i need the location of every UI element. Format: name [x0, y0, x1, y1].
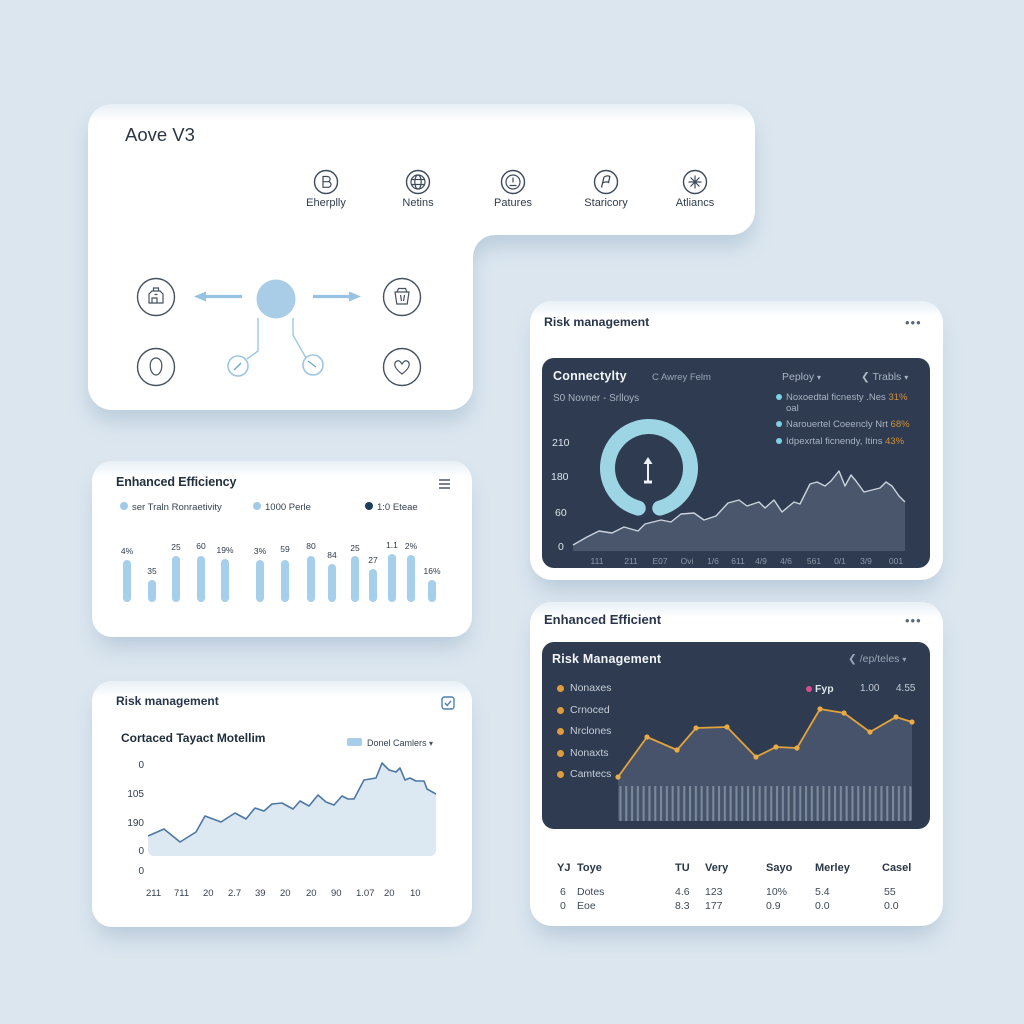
svg-text:59: 59: [280, 544, 290, 554]
svg-text:3%: 3%: [254, 546, 267, 556]
svg-text:0/1: 0/1: [834, 556, 846, 566]
svg-text:80: 80: [306, 541, 316, 551]
svg-text:0: 0: [558, 541, 564, 553]
svg-text:1/6: 1/6: [707, 556, 719, 566]
svg-text:211: 211: [624, 556, 638, 566]
svg-text:4/9: 4/9: [755, 556, 767, 566]
svg-text:60: 60: [196, 541, 206, 551]
svg-text:611: 611: [731, 556, 745, 566]
svg-text:25: 25: [350, 543, 360, 553]
svg-text:4/6: 4/6: [780, 556, 792, 566]
svg-text:27: 27: [368, 555, 378, 565]
svg-text:60: 60: [555, 507, 567, 519]
svg-text:561: 561: [807, 556, 821, 566]
svg-text:3/9: 3/9: [860, 556, 872, 566]
svg-text:4%: 4%: [121, 546, 134, 556]
svg-text:1.1: 1.1: [386, 540, 398, 550]
svg-text:Ovi: Ovi: [681, 556, 694, 566]
svg-text:111: 111: [591, 556, 604, 566]
svg-text:84: 84: [327, 550, 337, 560]
svg-text:35: 35: [147, 566, 157, 576]
svg-text:180: 180: [551, 471, 569, 483]
svg-text:E07: E07: [652, 556, 667, 566]
svg-text:2%: 2%: [405, 541, 418, 551]
svg-text:001: 001: [889, 556, 903, 566]
svg-text:19%: 19%: [216, 545, 233, 555]
svg-text:210: 210: [552, 437, 570, 449]
svg-text:16%: 16%: [423, 566, 440, 576]
svg-text:25: 25: [171, 542, 181, 552]
